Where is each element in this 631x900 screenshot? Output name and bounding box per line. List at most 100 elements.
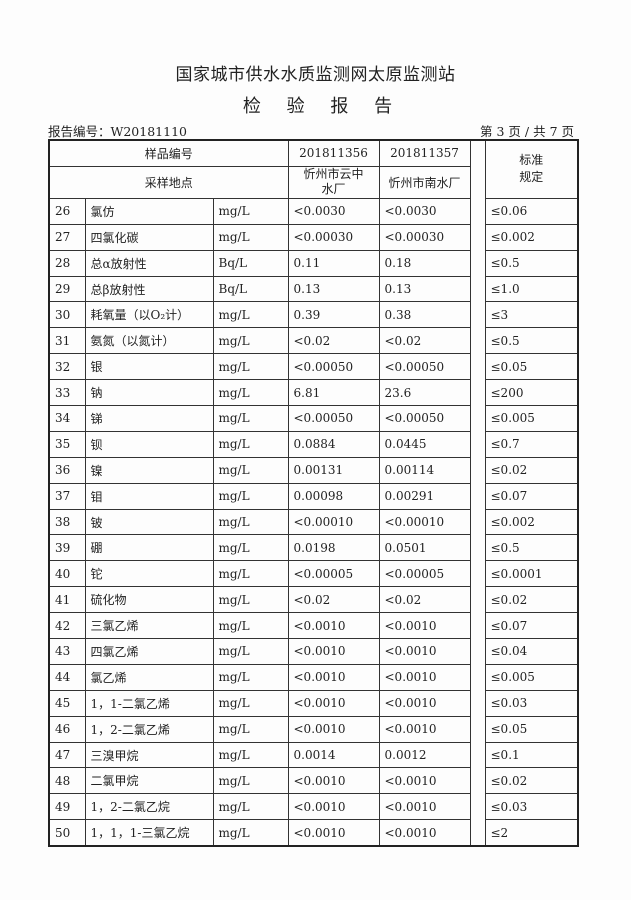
unit: Bq/L	[212, 275, 289, 303]
results-table: 样品编号 201811356 201811357 标准规定 采样地点 忻州市云中…	[48, 139, 579, 848]
gap-cell	[469, 767, 486, 794]
standard: ≤0.06	[484, 197, 579, 225]
item-name: 总β放射性	[84, 275, 214, 303]
item-name: 1，1，1-三氯乙烷	[84, 819, 214, 847]
item-number: 34	[48, 405, 86, 432]
standard: ≤0.03	[484, 793, 579, 821]
unit: mg/L	[212, 663, 289, 691]
result-2: <0.02	[378, 327, 471, 355]
standard: ≤0.04	[484, 638, 579, 665]
standard: ≤0.7	[484, 430, 579, 458]
table-row: 44 氯乙烯 mg/L <0.0010 <0.0010 ≤0.005	[48, 663, 579, 691]
item-name: 三溴甲烷	[84, 741, 214, 769]
item-number: 50	[48, 819, 86, 847]
gap-cell	[469, 431, 486, 458]
result-2: <0.0010	[378, 819, 471, 847]
item-number: 45	[48, 689, 86, 717]
gap-cell	[469, 140, 486, 199]
result-2: <0.0010	[378, 612, 471, 640]
result-1: 0.39	[287, 301, 380, 329]
gap-cell	[469, 224, 486, 251]
item-number: 39	[48, 534, 86, 562]
item-number: 36	[48, 456, 86, 484]
report-title: 检 验 报 告	[242, 96, 403, 117]
result-1: <0.00005	[287, 560, 380, 588]
table-row: 39 硼 mg/L 0.0198 0.0501 ≤0.5	[48, 534, 579, 562]
result-1: 0.00098	[287, 482, 380, 510]
unit: mg/L	[212, 508, 289, 536]
unit: mg/L	[212, 638, 289, 665]
table-row: 31 氨氮（以氮计） mg/L <0.02 <0.02 ≤0.5	[48, 327, 579, 355]
result-1: <0.0010	[287, 638, 380, 665]
header-row-sample-no: 样品编号 201811356 201811357 标准规定	[48, 139, 579, 199]
item-number: 46	[48, 715, 86, 743]
gap-cell	[469, 483, 486, 510]
result-1: 0.11	[287, 249, 380, 277]
item-name: 硼	[84, 534, 214, 562]
table-row: 33 钠 mg/L 6.81 23.6 ≤200	[48, 379, 579, 407]
item-name: 总α放射性	[84, 249, 214, 277]
item-name: 耗氧量（以O₂计）	[84, 301, 214, 329]
table-row: 47 三溴甲烷 mg/L 0.0014 0.0012 ≤0.1	[48, 741, 579, 769]
item-number: 37	[48, 482, 86, 510]
standard: ≤2	[484, 819, 579, 847]
table-row: 40 铊 mg/L <0.00005 <0.00005 ≤0.0001	[48, 560, 579, 588]
sample-site-1: 忻州市云中水厂	[287, 165, 380, 199]
table-row: 32 银 mg/L <0.00050 <0.00050 ≤0.05	[48, 353, 579, 381]
sample-site-label: 采样地点	[48, 165, 289, 199]
item-name: 钡	[84, 430, 214, 458]
gap-cell	[469, 716, 486, 743]
result-2: <0.0010	[378, 793, 471, 821]
result-2: 0.0012	[378, 741, 471, 769]
gap-cell	[469, 819, 486, 848]
item-name: 钼	[84, 482, 214, 510]
item-name: 锑	[84, 405, 214, 432]
result-2: 0.0501	[378, 534, 471, 562]
gap-cell	[469, 690, 486, 717]
unit: mg/L	[212, 482, 289, 510]
standard: ≤0.05	[484, 715, 579, 743]
unit: mg/L	[212, 715, 289, 743]
table-row: 35 钡 mg/L 0.0884 0.0445 ≤0.7	[48, 430, 579, 458]
item-number: 31	[48, 327, 86, 355]
table-row: 48 二氯甲烷 mg/L <0.0010 <0.0010 ≤0.02	[48, 767, 579, 795]
result-1: 0.13	[287, 275, 380, 303]
gap-cell	[469, 612, 486, 639]
table-row: 34 锑 mg/L <0.00050 <0.00050 ≤0.005	[48, 405, 579, 432]
unit: mg/L	[212, 793, 289, 821]
sample-no-2: 201811357	[378, 139, 471, 167]
item-name: 1，1-二氯乙烯	[84, 689, 214, 717]
standard: ≤0.02	[484, 767, 579, 795]
gap-cell	[469, 586, 486, 613]
item-name: 钠	[84, 379, 214, 407]
gap-cell	[469, 742, 486, 768]
table-row: 42 三氯乙烯 mg/L <0.0010 <0.0010 ≤0.07	[48, 612, 579, 640]
unit: mg/L	[212, 430, 289, 458]
item-number: 43	[48, 638, 86, 665]
sample-no-label: 样品编号	[48, 139, 289, 167]
table-row: 45 1，1-二氯乙烯 mg/L <0.0010 <0.0010 ≤0.03	[48, 689, 579, 717]
gap-cell	[469, 509, 486, 535]
standard: ≤0.5	[484, 249, 579, 277]
result-2: <0.00050	[378, 405, 471, 432]
result-1: <0.0010	[287, 663, 380, 691]
result-1: <0.0010	[287, 612, 380, 640]
sample-no-1: 201811356	[287, 139, 380, 167]
gap-cell	[469, 327, 486, 354]
standard: ≤0.005	[484, 663, 579, 691]
item-number: 47	[48, 741, 86, 769]
item-name: 二氯甲烷	[84, 767, 214, 795]
result-1: <0.00050	[287, 353, 380, 381]
item-number: 33	[48, 379, 86, 407]
result-1: 0.0198	[287, 534, 380, 562]
item-number: 48	[48, 767, 86, 795]
unit: mg/L	[212, 767, 289, 795]
result-2: 23.6	[378, 379, 471, 407]
standard: ≤0.03	[484, 689, 579, 717]
standard-label: 标准规定	[484, 139, 579, 199]
result-2: <0.00005	[378, 560, 471, 588]
standard: ≤0.5	[484, 327, 579, 355]
table-row: 46 1，2-二氯乙烯 mg/L <0.0010 <0.0010 ≤0.05	[48, 715, 579, 743]
item-name: 氯乙烯	[84, 663, 214, 691]
gap-cell	[469, 638, 486, 665]
